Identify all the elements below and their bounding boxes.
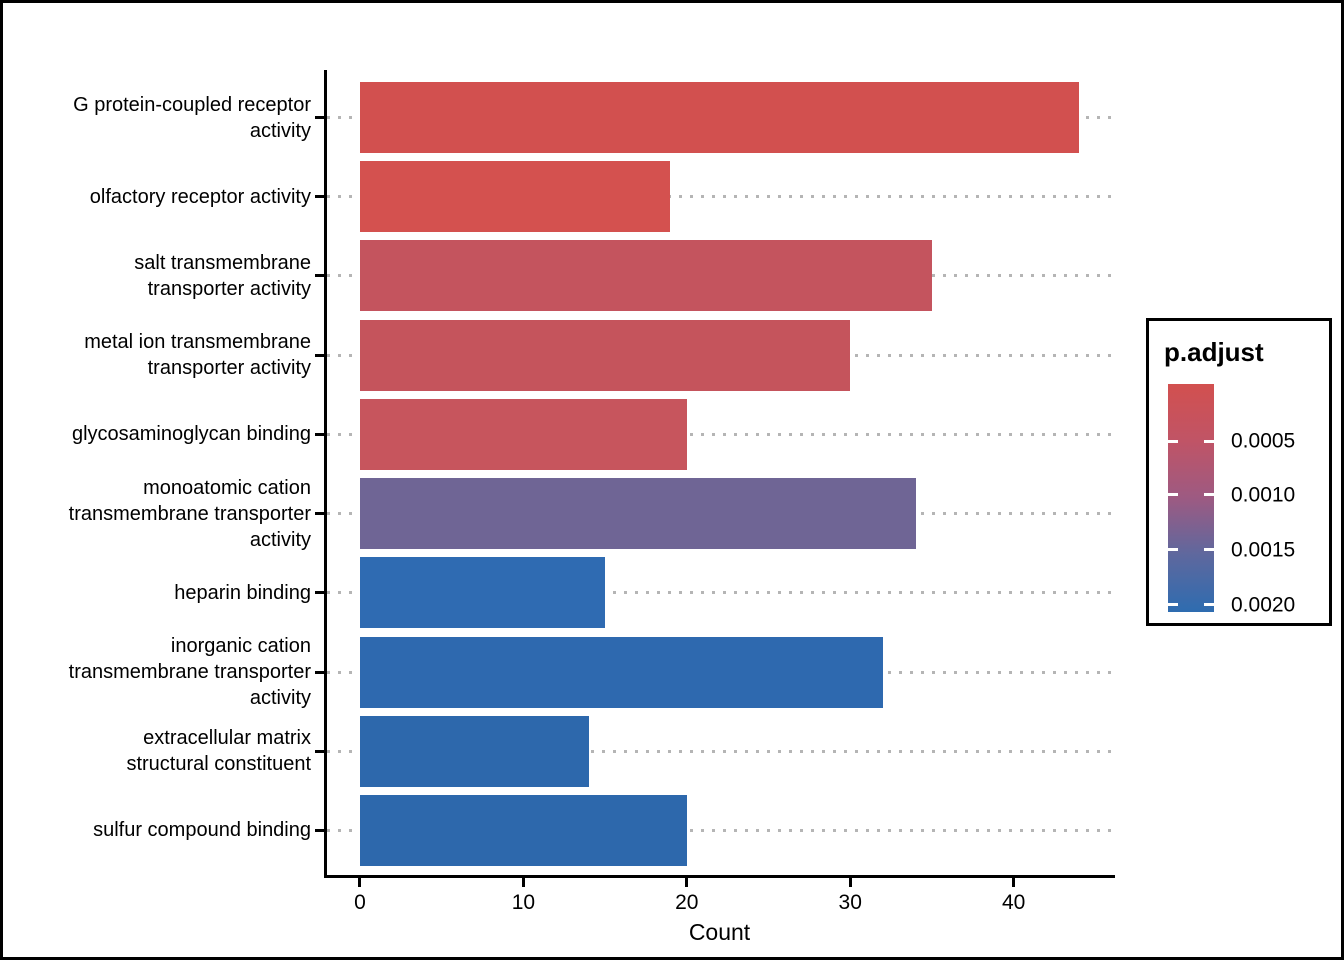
category-label: inorganic cation transmembrane transport… bbox=[68, 635, 311, 710]
x-axis-title: Count bbox=[688, 919, 751, 945]
gridline bbox=[327, 195, 1115, 199]
y-tick-mark bbox=[315, 512, 324, 516]
category-label: salt transmembrane transporter activity bbox=[134, 251, 311, 300]
category-label: sulfur compound binding bbox=[93, 819, 311, 842]
gridline bbox=[327, 591, 1115, 595]
x-tick-mark bbox=[521, 878, 525, 887]
category-label: extracellular matrix structural constitu… bbox=[126, 727, 311, 776]
legend-title: p.adjust bbox=[1164, 337, 1264, 367]
x-tick-mark bbox=[1012, 878, 1016, 887]
category-label: G protein-coupled receptor activity bbox=[73, 93, 311, 142]
bar bbox=[359, 715, 589, 787]
category-label: glycosaminoglycan binding bbox=[71, 423, 311, 446]
legend-tick-mark bbox=[1204, 548, 1214, 552]
legend-tick-mark bbox=[1168, 548, 1178, 552]
legend-tick-label: 0.0015 bbox=[1231, 538, 1296, 562]
bar bbox=[359, 319, 851, 391]
legend-tick-label: 0.0010 bbox=[1231, 483, 1296, 507]
bar bbox=[359, 478, 916, 550]
x-tick-label: 0 bbox=[354, 891, 366, 914]
legend-tick-mark bbox=[1204, 603, 1214, 607]
category-label: monoatomic cation transmembrane transpor… bbox=[68, 476, 311, 551]
x-tick-label: 40 bbox=[1001, 891, 1026, 914]
legend-tick-mark bbox=[1168, 493, 1178, 497]
legend-tick-label: 0.0020 bbox=[1231, 593, 1296, 617]
y-tick-mark bbox=[315, 591, 324, 595]
x-tick-mark bbox=[358, 878, 362, 887]
y-tick-mark bbox=[315, 749, 324, 753]
bar bbox=[359, 240, 932, 312]
legend: p.adjust 0.0005 0.0010 0.0015 0.0020 bbox=[1146, 318, 1332, 626]
x-tick-label: 20 bbox=[675, 891, 699, 914]
x-tick-mark bbox=[685, 878, 689, 887]
legend-tick-label: 0.0005 bbox=[1231, 429, 1296, 453]
bar bbox=[359, 398, 687, 470]
x-tick-label: 30 bbox=[838, 891, 862, 914]
legend-tick-mark bbox=[1168, 603, 1178, 607]
legend-gradient-bar bbox=[1168, 384, 1214, 612]
y-tick-mark bbox=[315, 116, 324, 120]
bar bbox=[359, 82, 1080, 154]
x-tick-label: 10 bbox=[511, 891, 536, 914]
y-tick-mark bbox=[315, 670, 324, 674]
category-label: olfactory receptor activity bbox=[89, 185, 311, 208]
gridline bbox=[327, 432, 1115, 436]
gridline bbox=[327, 828, 1115, 832]
gridline bbox=[327, 749, 1115, 753]
y-tick-mark bbox=[315, 353, 324, 357]
bar bbox=[359, 557, 606, 629]
plot-panel bbox=[324, 70, 1115, 878]
y-tick-mark bbox=[315, 195, 324, 199]
x-tick-mark bbox=[848, 878, 852, 887]
legend-tick-mark bbox=[1204, 439, 1214, 443]
legend-tick-mark bbox=[1204, 493, 1214, 497]
legend-tick-mark bbox=[1168, 439, 1178, 443]
y-tick-mark bbox=[315, 828, 324, 832]
bar bbox=[359, 161, 671, 233]
y-tick-mark bbox=[315, 432, 324, 436]
category-label: metal ion transmembrane transporter acti… bbox=[84, 331, 311, 380]
bar bbox=[359, 794, 687, 866]
category-label: heparin binding bbox=[174, 581, 311, 604]
y-tick-mark bbox=[315, 274, 324, 278]
bar bbox=[359, 636, 883, 708]
